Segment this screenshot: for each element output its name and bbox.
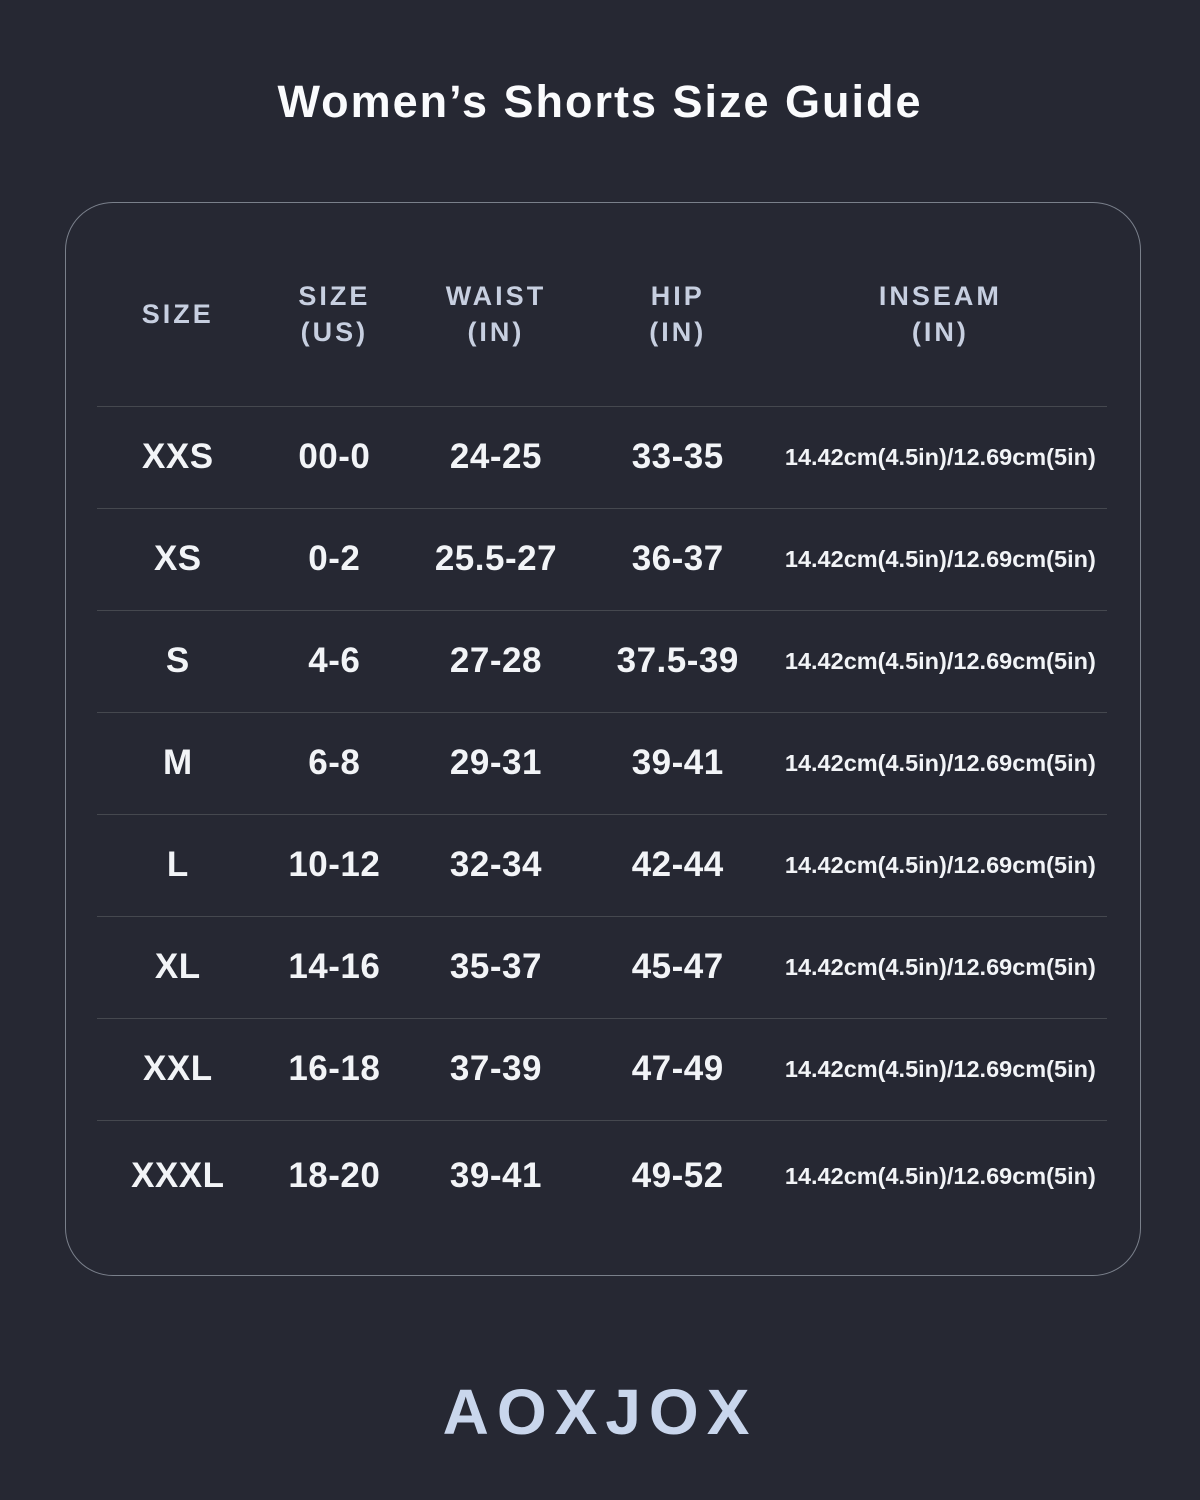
cell-waist: 32-34 — [410, 813, 582, 916]
size-table-panel: SIZE SIZE (US) WAIST (IN) HIP (IN) — [65, 202, 1141, 1276]
column-header-unit: (US) — [300, 317, 369, 348]
cell-waist: 27-28 — [410, 609, 582, 712]
cell-size-us: 00-0 — [258, 405, 411, 508]
table-row: XL 14-16 35-37 45-47 14.42cm(4.5in)/12.6… — [97, 915, 1107, 1018]
cell-inseam: 14.42cm(4.5in)/12.69cm(5in) — [773, 609, 1107, 712]
cell-size-us: 4-6 — [258, 609, 411, 712]
table-row: S 4-6 27-28 37.5-39 14.42cm(4.5in)/12.69… — [97, 609, 1107, 712]
cell-size-us: 18-20 — [258, 1119, 411, 1232]
column-header-inseam: INSEAM (IN) — [774, 203, 1107, 406]
column-header-unit: (IN) — [467, 317, 525, 348]
cell-inseam: 14.42cm(4.5in)/12.69cm(5in) — [773, 813, 1107, 916]
cell-waist: 39-41 — [410, 1119, 582, 1232]
cell-inseam: 14.42cm(4.5in)/12.69cm(5in) — [773, 711, 1107, 814]
size-table: SIZE SIZE (US) WAIST (IN) HIP (IN) — [97, 203, 1107, 1232]
column-header-label: INSEAM — [878, 280, 1002, 311]
table-row: XXS 00-0 24-25 33-35 14.42cm(4.5in)/12.6… — [97, 405, 1107, 508]
column-header-size-us: SIZE (US) — [259, 203, 411, 406]
cell-size-label: XL — [97, 915, 259, 1018]
cell-hip: 36-37 — [581, 507, 774, 610]
column-header-waist: WAIST (IN) — [410, 203, 582, 406]
column-header-size: SIZE — [97, 203, 259, 406]
table-row: XS 0-2 25.5-27 36-37 14.42cm(4.5in)/12.6… — [97, 507, 1107, 610]
cell-hip: 42-44 — [581, 813, 774, 916]
cell-size-us: 0-2 — [258, 507, 411, 610]
cell-size-label: XXS — [97, 405, 259, 508]
column-header-label: SIZE — [141, 299, 214, 330]
cell-inseam: 14.42cm(4.5in)/12.69cm(5in) — [773, 405, 1107, 508]
table-row: XXXL 18-20 39-41 49-52 14.42cm(4.5in)/12… — [97, 1119, 1107, 1232]
cell-size-label: M — [97, 711, 259, 814]
cell-waist: 29-31 — [410, 711, 582, 814]
cell-hip: 45-47 — [581, 915, 774, 1018]
column-header-label: WAIST — [445, 280, 547, 311]
page-title: Women’s Shorts Size Guide — [277, 76, 923, 127]
column-header-unit: (IN) — [649, 317, 707, 348]
cell-hip: 37.5-39 — [581, 609, 774, 712]
column-header-unit: (IN) — [911, 317, 969, 348]
column-header-label: SIZE — [298, 280, 371, 311]
table-row: XXL 16-18 37-39 47-49 14.42cm(4.5in)/12.… — [97, 1017, 1107, 1120]
cell-size-us: 10-12 — [258, 813, 411, 916]
brand-logo: AOXJOX — [442, 1376, 758, 1448]
cell-size-label: XS — [97, 507, 259, 610]
cell-hip: 39-41 — [581, 711, 774, 814]
table-row: M 6-8 29-31 39-41 14.42cm(4.5in)/12.69cm… — [97, 711, 1107, 814]
cell-size-label: L — [97, 813, 259, 916]
table-header-row: SIZE SIZE (US) WAIST (IN) HIP (IN) — [97, 203, 1107, 406]
cell-size-us: 14-16 — [258, 915, 411, 1018]
cell-waist: 37-39 — [410, 1017, 582, 1120]
cell-size-label: XXXL — [97, 1119, 259, 1232]
cell-waist: 24-25 — [410, 405, 582, 508]
cell-hip: 47-49 — [581, 1017, 774, 1120]
cell-size-us: 16-18 — [258, 1017, 411, 1120]
cell-size-label: XXL — [97, 1017, 259, 1120]
cell-hip: 33-35 — [581, 405, 774, 508]
cell-waist: 25.5-27 — [410, 507, 582, 610]
cell-inseam: 14.42cm(4.5in)/12.69cm(5in) — [773, 915, 1107, 1018]
cell-inseam: 14.42cm(4.5in)/12.69cm(5in) — [773, 1119, 1107, 1232]
cell-inseam: 14.42cm(4.5in)/12.69cm(5in) — [773, 1017, 1107, 1120]
cell-size-label: S — [97, 609, 259, 712]
cell-waist: 35-37 — [410, 915, 582, 1018]
cell-hip: 49-52 — [581, 1119, 774, 1232]
column-header-label: HIP — [650, 280, 705, 311]
table-row: L 10-12 32-34 42-44 14.42cm(4.5in)/12.69… — [97, 813, 1107, 916]
cell-inseam: 14.42cm(4.5in)/12.69cm(5in) — [773, 507, 1107, 610]
column-header-hip: HIP (IN) — [582, 203, 774, 406]
cell-size-us: 6-8 — [258, 711, 411, 814]
